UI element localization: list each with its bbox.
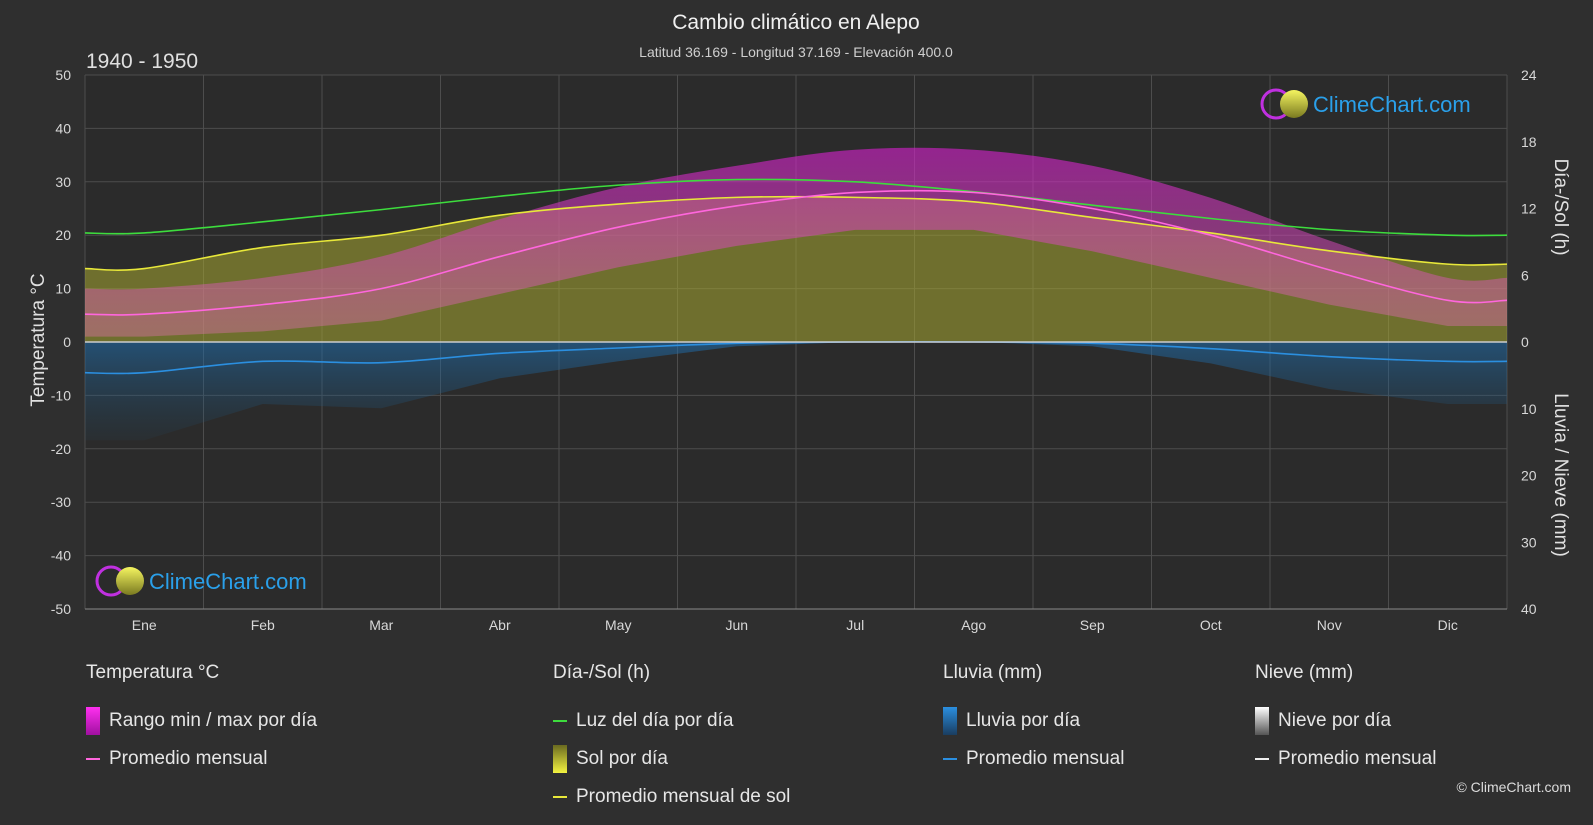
legend-label: Lluvia por día — [966, 710, 1081, 731]
y-left-tick-label: -50 — [51, 601, 71, 617]
series-lines — [84, 178, 1508, 375]
legend-item-sun-daily: Sol por día — [553, 740, 790, 778]
y-left-tick-label: 30 — [55, 174, 71, 190]
x-tick-label: Ene — [132, 617, 157, 633]
y-left-tick-label: -20 — [51, 441, 71, 457]
x-tick-label: Oct — [1200, 617, 1222, 633]
y-right-bottom-tick-label: 40 — [1521, 601, 1537, 617]
sunshine-mean-line — [84, 195, 1508, 271]
y-left-tick-label: -10 — [51, 387, 71, 403]
x-tick-label: Sep — [1080, 617, 1105, 633]
temp-range-fill — [85, 147, 1507, 337]
climate-chart: Cambio climático en Alepo Latitud 36.169… — [28, 11, 1571, 633]
chart-title: Cambio climático en Alepo — [672, 11, 919, 34]
y-right-bottom-axis-label: Lluvia / Nieve (mm) — [1550, 393, 1571, 557]
logo-text-top: ClimeChart.com — [1313, 92, 1471, 117]
legend-group-sun: Día-/Sol (h) Luz del día por día Sol por… — [553, 662, 790, 816]
x-tick-label: Jul — [846, 617, 864, 633]
y-left-tick-label: -30 — [51, 494, 71, 510]
temperature-mean-line — [84, 189, 1508, 316]
rain-fill — [85, 342, 1507, 441]
legend-label: Rango min / max por día — [109, 710, 318, 731]
y-left-tick-label: 10 — [55, 281, 71, 297]
legend-label: Promedio mensual — [1278, 748, 1437, 769]
logo-text-bottom: ClimeChart.com — [149, 569, 307, 594]
legend-group-temperature: Temperatura °C Rango min / max por día P… — [86, 662, 317, 778]
rain-area — [85, 342, 1507, 441]
y-right-bottom-tick-label: 10 — [1521, 401, 1537, 417]
logo-bottom: ClimeChart.com — [95, 565, 307, 597]
legend-item-snow-mean: Promedio mensual — [1255, 740, 1436, 778]
y-left-tick-label: -40 — [51, 548, 71, 564]
y-right-bottom-tick-label: 20 — [1521, 468, 1537, 484]
y-right-top-tick-label: 12 — [1521, 201, 1537, 217]
axes: 50 40 30 20 10 0 -10 -20 -30 -40 -50 24 18 12 6 0 10 20 30… — [51, 67, 1537, 633]
legend-label: Promedio mensual — [109, 748, 268, 769]
y-left-tick-label: 50 — [55, 67, 71, 83]
temp-mean-swatch — [86, 758, 100, 760]
legend-label: Nieve por día — [1278, 710, 1392, 731]
legend-item-temp-range: Rango min / max por día — [86, 702, 317, 740]
legend-item-temp-mean: Promedio mensual — [86, 740, 317, 778]
logo-sun-icon — [1280, 90, 1308, 118]
y-right-top-tick-label: 18 — [1521, 134, 1537, 150]
snow-mean-swatch — [1255, 758, 1269, 760]
y-right-top-tick-label: 0 — [1521, 334, 1529, 350]
legend-group-rain: Lluvia (mm) Lluvia por día Promedio mens… — [943, 662, 1124, 778]
legend-group-title: Nieve (mm) — [1255, 662, 1354, 683]
y-left-tick-label: 20 — [55, 227, 71, 243]
range-swatch — [86, 707, 100, 735]
x-tick-label: Mar — [369, 617, 393, 633]
y-right-bottom-tick-label: 30 — [1521, 534, 1537, 550]
rain-swatch — [943, 707, 957, 735]
sun-mean-swatch — [553, 796, 567, 798]
legend-item-snow-daily: Nieve por día — [1255, 702, 1436, 740]
x-tick-label: May — [605, 617, 631, 633]
y-right-top-tick-label: 6 — [1521, 267, 1529, 283]
legend-group-snow: Nieve (mm) Nieve por día Promedio mensua… — [1255, 662, 1436, 778]
y-left-tick-label: 0 — [63, 334, 71, 350]
y-right-top-tick-label: 24 — [1521, 67, 1537, 83]
legend-label: Promedio mensual de sol — [576, 786, 791, 807]
y-right-top-axis-label: Día-/Sol (h) — [1550, 158, 1571, 255]
logo-sun-icon — [116, 567, 144, 595]
legend-group-title: Día-/Sol (h) — [553, 662, 651, 683]
x-tick-label: Abr — [489, 617, 511, 633]
copyright: © ClimeChart.com — [1456, 779, 1571, 795]
x-tick-label: Nov — [1317, 617, 1342, 633]
y-left-axis-label: Temperatura °C — [28, 273, 49, 406]
daylight-line — [84, 178, 1508, 237]
daylight-swatch — [553, 720, 567, 722]
x-tick-label: Dic — [1438, 617, 1458, 633]
legend-label: Sol por día — [576, 748, 668, 769]
x-tick-label: Feb — [251, 617, 275, 633]
x-tick-label: Ago — [961, 617, 986, 633]
period-label: 1940 - 1950 — [86, 50, 198, 73]
legend-group-title: Temperatura °C — [86, 662, 220, 683]
legend-label: Promedio mensual — [966, 748, 1125, 769]
chart-subtitle: Latitud 36.169 - Longitud 37.169 - Eleva… — [639, 44, 953, 60]
logo-top: ClimeChart.com — [1260, 88, 1471, 120]
x-tick-label: Jun — [725, 617, 748, 633]
legend-item-daylight: Luz del día por día — [553, 702, 790, 740]
rain-mean-swatch — [943, 758, 957, 760]
legend-item-rain-mean: Promedio mensual — [943, 740, 1124, 778]
legend: Temperatura °C Rango min / max por día P… — [0, 662, 1593, 822]
legend-item-sun-mean: Promedio mensual de sol — [553, 778, 790, 816]
sun-swatch — [553, 745, 567, 773]
legend-item-rain-daily: Lluvia por día — [943, 702, 1124, 740]
legend-group-title: Lluvia (mm) — [943, 662, 1043, 683]
temperature-range-area — [85, 147, 1507, 337]
legend-label: Luz del día por día — [576, 710, 734, 731]
y-left-tick-label: 40 — [55, 120, 71, 136]
snow-swatch — [1255, 707, 1269, 735]
